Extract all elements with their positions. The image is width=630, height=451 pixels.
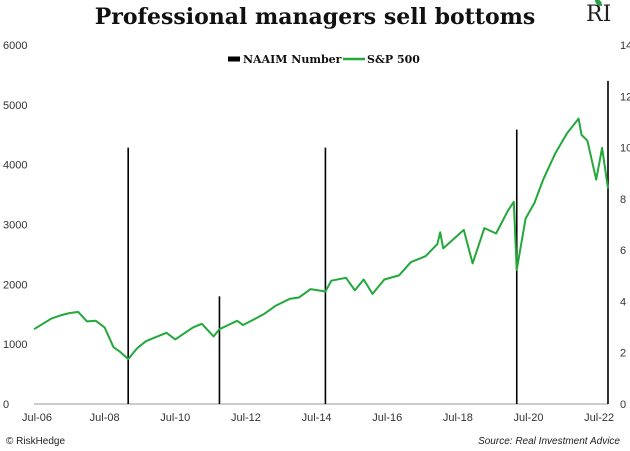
x-tick-label: Jul-16 [372, 412, 402, 424]
left-tick-label: 0 [3, 399, 9, 411]
leaf-icon [595, 0, 602, 6]
right-tick-label: 6 [620, 245, 626, 257]
chart-title: Professional managers sell bottoms [94, 4, 536, 30]
x-tick-label: Jul-18 [443, 412, 473, 424]
right-axis: 0 2 4 6 8 10 12 14 [620, 40, 630, 411]
sp500-line [33, 117, 609, 361]
legend-naaim-label: NAAIM Number [243, 53, 342, 66]
right-tick-label: 10 [620, 143, 630, 155]
left-axis: 0 1000 2000 3000 4000 5000 6000 [3, 40, 27, 411]
x-tick-label: Jul-08 [90, 412, 120, 424]
x-tick-label: Jul-06 [22, 412, 52, 424]
brand-logo: RI [586, 0, 616, 28]
legend: NAAIM Number S&P 500 [228, 53, 420, 66]
sp500-series [33, 117, 609, 361]
x-tick-label: Jul-22 [584, 412, 614, 424]
right-tick-label: 8 [620, 194, 626, 206]
x-tick-label: Jul-10 [160, 412, 190, 424]
x-axis: Jul-06 Jul-08 Jul-10 Jul-12 Jul-14 Jul-16 Jul-… [22, 403, 614, 424]
right-tick-label: 2 [620, 348, 626, 360]
right-tick-label: 0 [620, 399, 626, 411]
left-tick-label: 1000 [3, 339, 27, 351]
right-tick-label: 12 [620, 91, 630, 103]
left-tick-label: 6000 [3, 40, 27, 52]
right-tick-label: 4 [620, 296, 626, 308]
left-tick-label: 4000 [3, 160, 27, 172]
naaim-series [127, 80, 609, 404]
x-tick-label: Jul-12 [231, 412, 261, 424]
x-tick-label: Jul-20 [514, 412, 544, 424]
legend-sp500-label: S&P 500 [367, 53, 420, 66]
left-tick-label: 2000 [3, 279, 27, 291]
left-tick-label: 5000 [3, 100, 27, 112]
right-tick-label: 14 [620, 40, 630, 52]
left-tick-label: 3000 [3, 220, 27, 232]
x-tick-label: Jul-14 [302, 412, 332, 424]
footer-credit: © RiskHedge [6, 436, 66, 447]
footer-source: Source: Real Investment Advice [478, 436, 620, 447]
logo-text: RI [586, 2, 612, 27]
